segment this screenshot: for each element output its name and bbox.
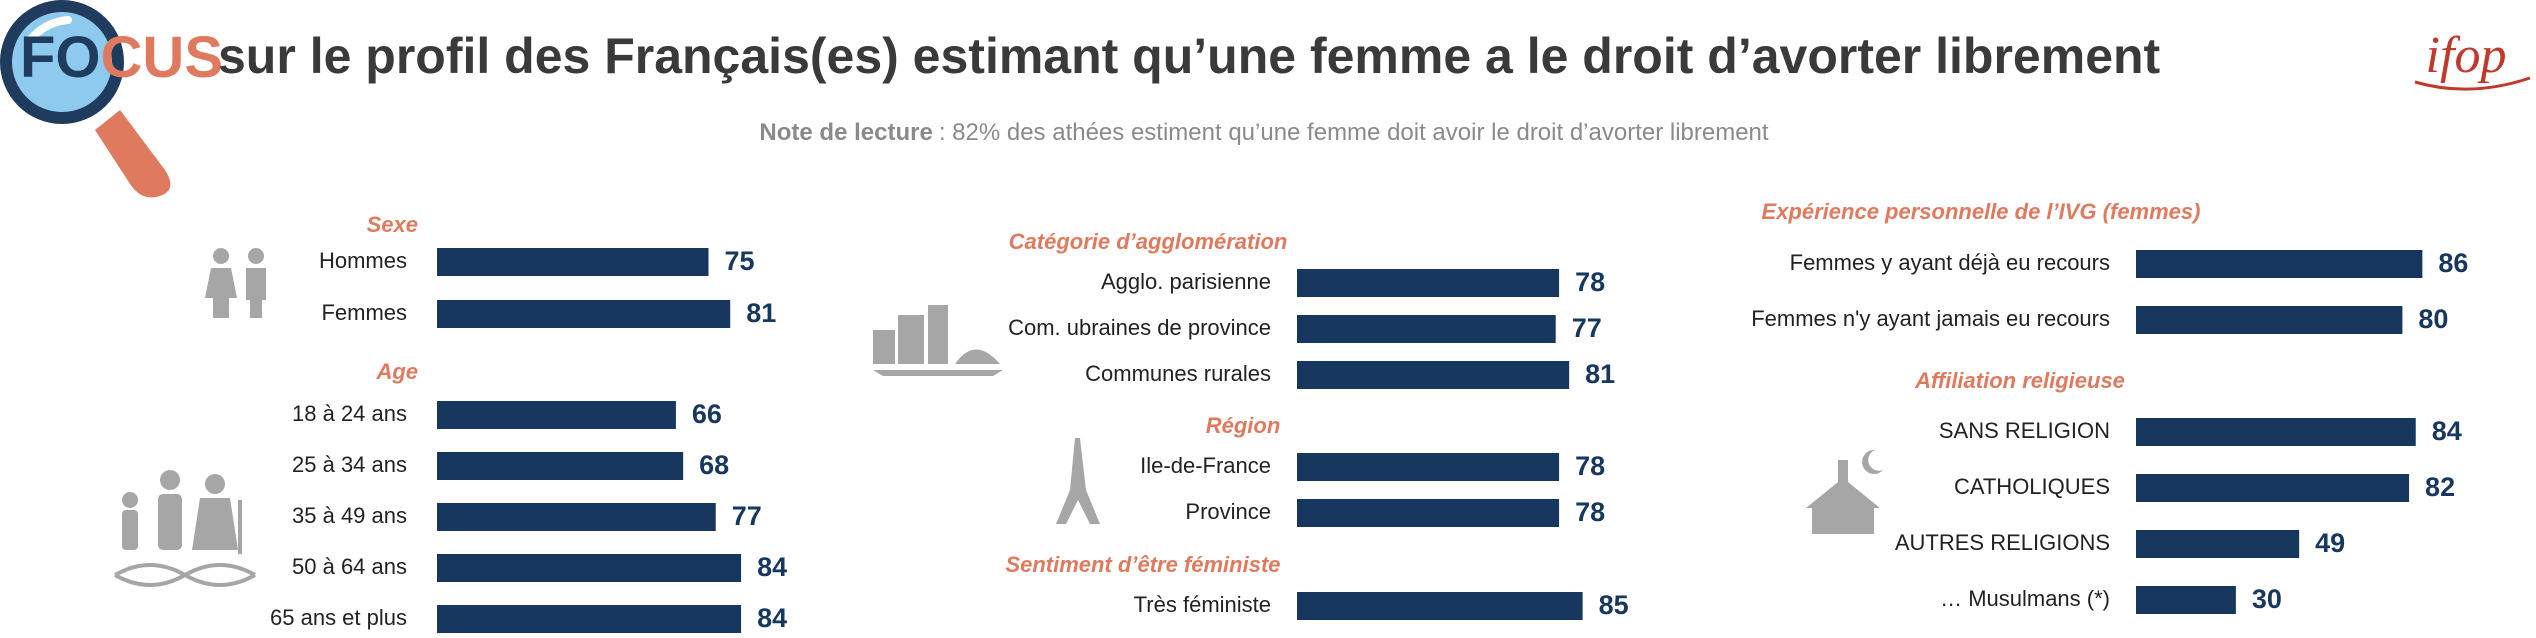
category-label: AUTRES RELIGIONS	[1895, 530, 2110, 555]
value-label: 75	[725, 246, 755, 276]
bar	[2136, 418, 2416, 446]
city-icon	[873, 305, 1003, 376]
category-label: 65 ans et plus	[270, 605, 407, 630]
bar	[437, 605, 742, 633]
value-label: 66	[692, 399, 722, 429]
bar	[2136, 474, 2410, 502]
focus-logo-icon	[0, 0, 171, 198]
bar	[1297, 453, 1560, 481]
value-label: 81	[746, 298, 776, 328]
value-label: 84	[757, 603, 787, 633]
focus-cus: CUS	[101, 25, 223, 90]
value-label: 30	[2252, 584, 2282, 614]
bar	[437, 554, 742, 582]
category-label: 50 à 64 ans	[292, 554, 407, 579]
category-label: Ile-de-France	[1140, 453, 1271, 478]
bar	[2136, 250, 2423, 278]
category-label: Femmes y ayant déjà eu recours	[1790, 250, 2110, 275]
note-text: : 82% des athées estiment qu’une femme d…	[939, 119, 1769, 146]
church-icon	[1806, 449, 1883, 534]
category-label: CATHOLIQUES	[1954, 474, 2110, 499]
category-label: SANS RELIGION	[1939, 418, 2110, 443]
reading-note: Note de lecture : 82% des athées estiment…	[759, 119, 1768, 146]
note-label: Note de lecture	[759, 119, 932, 146]
section-title: Sexe	[367, 212, 418, 237]
value-label: 81	[1585, 359, 1615, 389]
bar	[1297, 499, 1560, 527]
value-label: 84	[2432, 416, 2462, 446]
value-label: 49	[2315, 528, 2345, 558]
category-label: Province	[1185, 499, 1271, 524]
section-title: Catégorie d’agglomération	[1009, 229, 1288, 254]
value-label: 77	[1572, 313, 1602, 343]
value-label: 86	[2438, 248, 2468, 278]
value-label: 85	[1599, 590, 1629, 620]
category-label: Agglo. parisienne	[1101, 269, 1271, 294]
bar	[2136, 530, 2300, 558]
ifop-logo: ifop	[2426, 27, 2507, 84]
category-label: Femmes	[321, 300, 407, 325]
bar	[437, 503, 716, 531]
bar	[437, 300, 731, 328]
category-label: 18 à 24 ans	[292, 401, 407, 426]
section-title: Région	[1206, 413, 1281, 438]
bar	[1297, 269, 1560, 297]
value-label: 77	[732, 501, 762, 531]
category-label: Communes rurales	[1085, 361, 1271, 386]
section-title: Sentiment d’être féministe	[1005, 552, 1280, 577]
logo-swoosh	[2414, 76, 2531, 91]
bar	[2136, 586, 2236, 614]
bar	[1297, 315, 1556, 343]
bar	[1297, 592, 1583, 620]
bar	[437, 452, 684, 480]
eiffel-icon	[1056, 438, 1100, 524]
age-icon	[114, 470, 256, 587]
category-label: Com. ubraines de province	[1008, 315, 1271, 340]
focus-fo: FO	[20, 25, 101, 90]
bar	[437, 248, 709, 276]
section-title: Affiliation religieuse	[1914, 368, 2125, 393]
value-label: 68	[699, 450, 729, 480]
bar	[2136, 306, 2403, 334]
category-label: 25 à 34 ans	[292, 452, 407, 477]
category-label: 35 à 49 ans	[292, 503, 407, 528]
value-label: 80	[2418, 304, 2448, 334]
category-label: Très féministe	[1134, 592, 1271, 617]
category-label: Hommes	[319, 248, 407, 273]
gender-icon	[205, 248, 266, 318]
value-label: 82	[2425, 472, 2455, 502]
page-title: sur le profil des Français(es) estimant …	[218, 28, 2161, 84]
focus-word: FOCUS	[20, 25, 223, 90]
bar	[437, 401, 676, 429]
section-title: Expérience personnelle de l’IVG (femmes)	[1762, 199, 2201, 224]
category-label: … Musulmans (*)	[1940, 586, 2110, 611]
bar	[1297, 361, 1570, 389]
value-label: 78	[1575, 497, 1605, 527]
value-label: 78	[1575, 451, 1605, 481]
value-label: 84	[757, 552, 787, 582]
category-label: Femmes n'y ayant jamais eu recours	[1751, 306, 2110, 331]
value-label: 78	[1575, 267, 1605, 297]
section-title: Age	[375, 359, 418, 384]
